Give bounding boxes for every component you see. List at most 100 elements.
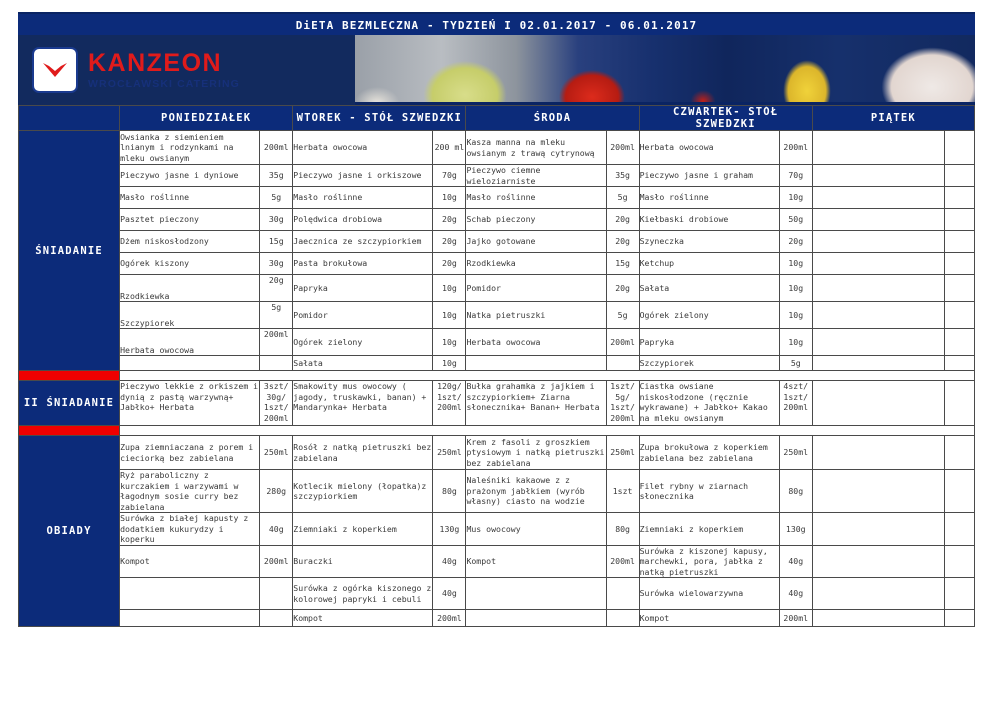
dish-cell: Mus owocowy: [465, 512, 607, 546]
table-row: Pasztet pieczony 30g Polędwica drobiowa …: [19, 208, 976, 231]
dish-cell: Sałata: [292, 355, 434, 371]
dish-cell: [811, 469, 945, 513]
amount-cell: 130g: [432, 512, 467, 546]
table-body: ŚNIADANIE Owsianka z siemieniem lnianym …: [17, 130, 976, 627]
amount-cell: 40g: [778, 544, 813, 578]
amount-cell: 40g: [432, 577, 467, 610]
brand-name: KANZEON: [88, 48, 223, 77]
dish-cell: Surówka wielowarzywna: [638, 577, 780, 610]
amount-cell: [943, 186, 976, 209]
dish-cell: [811, 577, 945, 610]
table-row: II ŚNIADANIE Pieczywo lekkie z orkiszem …: [17, 380, 976, 426]
table-row: Dżem niskosłodzony 15g Jaecznica ze szcz…: [19, 230, 976, 253]
amount-cell: 280g: [259, 469, 294, 513]
amount-cell: [943, 130, 976, 165]
dish-cell: Pieczywo jasne i orkiszowe: [292, 164, 434, 187]
amount-cell: [943, 469, 976, 513]
amount-cell: [605, 577, 640, 610]
amount-cell: 3szt/ 30g/ 1szt/ 200ml: [259, 380, 294, 426]
amount-cell: 20g: [432, 208, 467, 231]
amount-cell: 4szt/ 1szt/ 200ml: [778, 380, 813, 426]
amount-cell: 200ml: [778, 130, 813, 165]
dish-cell: [811, 328, 945, 356]
dish-cell: [811, 435, 945, 470]
table-row: Ogórek kiszony 30g Pasta brokułowa 20g R…: [19, 252, 976, 275]
dish-cell: Pomidor: [465, 274, 607, 302]
amount-cell: 10g: [778, 252, 813, 275]
dish-cell: Ryż paraboliczny z kurczakiem i warzywam…: [119, 469, 261, 513]
dish-cell: [811, 301, 945, 329]
dish-cell: Kompot: [465, 544, 607, 578]
dish-cell: [811, 186, 945, 209]
amount-cell: 50g: [778, 208, 813, 231]
amount-cell: [259, 355, 294, 371]
dish-cell: [811, 230, 945, 253]
amount-cell: [943, 208, 976, 231]
dish-cell: Rzodkiewka: [119, 274, 261, 302]
dish-cell: [119, 355, 261, 371]
amount-cell: 5g: [259, 301, 294, 329]
dish-cell: [811, 130, 945, 165]
table-row: Kompot 200ml Kompot 200ml: [19, 609, 976, 627]
amount-cell: [943, 512, 976, 546]
dish-cell: Kiełbaski drobiowe: [638, 208, 780, 231]
amount-cell: 5g: [778, 355, 813, 371]
table-header-row: PONIEDZIAŁEK WTOREK - STÓŁ SZWEDZKI ŚROD…: [17, 105, 976, 131]
dish-cell: Surówka z ogórka kiszonego z kolorowej p…: [292, 577, 434, 610]
dish-cell: Kompot: [119, 544, 261, 578]
dish-cell: Ciastka owsiane niskosłodzone (ręcznie w…: [638, 380, 780, 426]
dish-cell: Jajko gotowane: [465, 230, 607, 253]
amount-cell: 35g: [605, 164, 640, 187]
section-separator-row: [17, 370, 975, 381]
amount-cell: 40g: [432, 544, 467, 578]
dish-cell: Jaecznica ze szczypiorkiem: [292, 230, 434, 253]
dish-cell: Polędwica drobiowa: [292, 208, 434, 231]
amount-cell: 20g: [778, 230, 813, 253]
dish-cell: Masło roślinne: [292, 186, 434, 209]
amount-cell: 30g: [259, 252, 294, 275]
amount-cell: [943, 380, 976, 426]
amount-cell: 20g: [259, 274, 294, 302]
amount-cell: 80g: [605, 512, 640, 546]
red-separator-bar: [17, 370, 121, 381]
amount-cell: 200ml: [259, 544, 294, 578]
meal-label-sniadanie: ŚNIADANIE: [17, 130, 121, 371]
dish-cell: [811, 544, 945, 578]
dish-cell: Kompot: [638, 609, 780, 627]
dish-cell: [811, 208, 945, 231]
amount-cell: 250ml: [605, 435, 640, 470]
meal-label-ii-sniadanie: II ŚNIADANIE: [17, 380, 121, 426]
dish-cell: [465, 355, 607, 371]
dish-cell: Ziemniaki z koperkiem: [292, 512, 434, 546]
amount-cell: [259, 609, 294, 627]
dish-cell: Owsianka z siemieniem lnianym i rodzynka…: [119, 130, 261, 165]
amount-cell: 200ml: [605, 130, 640, 165]
header-banner: KANZEON WROCŁAWSKI CATERING: [18, 35, 975, 105]
page-title-bar: DiETA BEZMLECZNA - TYDZIEŃ I 02.01.2017 …: [18, 12, 975, 37]
amount-cell: 10g: [778, 186, 813, 209]
amount-cell: 10g: [432, 186, 467, 209]
amount-cell: 250ml: [432, 435, 467, 470]
amount-cell: 250ml: [778, 435, 813, 470]
weekly-menu-table: PONIEDZIAŁEK WTOREK - STÓŁ SZWEDZKI ŚROD…: [17, 105, 976, 627]
dish-cell: Pieczywo lekkie z orkiszem i dynią z pas…: [119, 380, 261, 426]
amount-cell: 20g: [605, 274, 640, 302]
amount-cell: 40g: [259, 512, 294, 546]
amount-cell: 5g: [605, 186, 640, 209]
section-separator-row: [17, 425, 975, 436]
table-row: Herbata owocowa 200ml Ogórek zielony 10g…: [19, 328, 976, 356]
amount-cell: 120g/ 1szt/ 200ml: [432, 380, 467, 426]
amount-cell: 20g: [432, 252, 467, 275]
dish-cell: [811, 609, 945, 627]
kanzeon-checkmark-icon: [32, 47, 78, 93]
table-row: OBIADY Zupa ziemniaczana z porem i cieci…: [17, 435, 976, 627]
amount-cell: 200ml: [778, 609, 813, 627]
amount-cell: 5g: [605, 301, 640, 329]
table-row: Ryż paraboliczny z kurczakiem i warzywam…: [19, 469, 976, 513]
dish-cell: [811, 512, 945, 546]
amount-cell: 15g: [259, 230, 294, 253]
dish-cell: Kasza manna na mleku owsianym z trawą cy…: [465, 130, 607, 165]
amount-cell: [943, 577, 976, 610]
amount-cell: [943, 355, 976, 371]
